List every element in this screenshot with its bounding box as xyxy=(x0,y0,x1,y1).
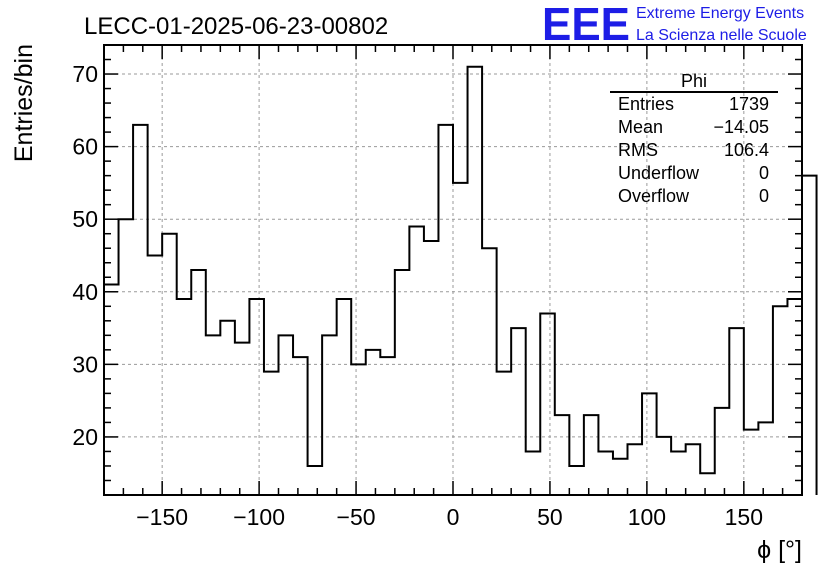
histogram-outline xyxy=(103,65,818,495)
histogram-bin xyxy=(293,357,308,495)
histogram-bin xyxy=(453,183,468,495)
stats-row: Underflow 0 xyxy=(618,163,769,183)
histogram-bin xyxy=(773,306,788,495)
histogram-bin xyxy=(758,422,773,495)
histogram-bins xyxy=(103,65,818,495)
y-tick-label: 70 xyxy=(72,61,98,87)
x-tick-label: 0 xyxy=(447,504,460,530)
stats-row: Entries 1739 xyxy=(618,94,769,114)
x-tick-label: 100 xyxy=(628,504,666,530)
eee-logo-mark: EEE xyxy=(542,0,630,50)
histogram-bin xyxy=(308,466,323,495)
histogram-bin xyxy=(700,473,715,495)
x-tick-label: 150 xyxy=(725,504,763,530)
logo-line-2: La Scienza nelle Scuole xyxy=(636,27,807,44)
histogram-bin xyxy=(526,451,541,495)
eee-logo: EEE Extreme Energy Events La Scienza nel… xyxy=(542,0,807,50)
histogram-bin xyxy=(657,437,672,495)
stats-row: Overflow 0 xyxy=(618,186,769,206)
stats-label-entries: Entries xyxy=(618,94,674,114)
histogram-bin xyxy=(540,314,555,495)
y-tick-labels: 20 30 40 50 60 70 xyxy=(72,61,98,450)
x-tick-label: −150 xyxy=(136,504,188,530)
histogram-bin xyxy=(119,219,134,495)
y-tick-label: 40 xyxy=(72,279,98,305)
stats-label-mean: Mean xyxy=(618,117,663,137)
y-tick-label: 20 xyxy=(72,424,98,450)
histogram-bin xyxy=(395,270,410,495)
histogram-bin xyxy=(337,299,352,495)
histogram-bin xyxy=(642,393,657,495)
stats-label-underflow: Underflow xyxy=(618,163,700,183)
histogram-bin xyxy=(511,328,526,495)
axis-ticks xyxy=(104,44,802,495)
y-tick-label: 60 xyxy=(72,134,98,160)
x-tick-label: 50 xyxy=(537,504,563,530)
stats-label-overflow: Overflow xyxy=(618,186,690,206)
stats-value-underflow: 0 xyxy=(759,163,769,183)
stats-box: Phi Entries 1739 Mean −14.05 RMS 106.4 U… xyxy=(610,71,778,206)
histogram-bin xyxy=(104,285,119,495)
histogram-bin xyxy=(264,372,279,495)
x-axis-title: ϕ [°] xyxy=(757,536,802,564)
histogram-bin xyxy=(220,321,235,495)
histogram-bin xyxy=(555,415,570,495)
chart-title: LECC-01-2025-06-23-00802 xyxy=(84,13,388,40)
histogram-bin xyxy=(482,248,497,495)
histogram-bin xyxy=(438,125,453,495)
stats-value-overflow: 0 xyxy=(759,186,769,206)
stats-value-rms: 106.4 xyxy=(724,140,769,160)
histogram-bin xyxy=(686,444,701,495)
x-tick-label: −50 xyxy=(337,504,376,530)
histogram-bin xyxy=(366,350,381,495)
histogram-bin xyxy=(802,176,817,495)
histogram-bin xyxy=(468,67,483,495)
histogram-bin xyxy=(715,408,730,495)
histogram-bin xyxy=(671,451,686,495)
histogram-bin xyxy=(162,234,177,495)
histogram-bin xyxy=(133,125,148,495)
stats-value-mean: −14.05 xyxy=(713,117,769,137)
histogram-bin xyxy=(148,255,163,495)
histogram-bin xyxy=(613,459,628,495)
histogram-bin xyxy=(351,364,366,495)
histogram-bin xyxy=(628,444,643,495)
y-axis-title: Entries/bin xyxy=(10,44,38,162)
histogram-bin xyxy=(598,451,613,495)
histogram-bin xyxy=(279,335,294,495)
histogram-bin xyxy=(569,466,584,495)
stats-title: Phi xyxy=(681,71,707,91)
x-tick-labels: −150 −100 −50 0 50 100 150 xyxy=(136,504,763,530)
histogram-bin xyxy=(206,335,221,495)
histogram-bin xyxy=(235,343,250,495)
logo-line-1: Extreme Energy Events xyxy=(636,5,804,22)
histogram-bin xyxy=(177,299,192,495)
stats-row: Mean −14.05 xyxy=(618,117,769,137)
histogram-bin xyxy=(744,430,759,495)
histogram-bin xyxy=(584,415,599,495)
histogram-bin xyxy=(191,270,206,495)
histogram-bin xyxy=(409,226,424,495)
stats-value-entries: 1739 xyxy=(729,94,769,114)
histogram-bin xyxy=(322,335,337,495)
histogram-bin xyxy=(380,357,395,495)
stats-row: RMS 106.4 xyxy=(618,140,769,160)
x-tick-label: −100 xyxy=(233,504,285,530)
y-tick-label: 30 xyxy=(72,351,98,377)
y-tick-label: 50 xyxy=(72,206,98,232)
histogram-bin xyxy=(497,372,512,495)
histogram-bin xyxy=(424,241,439,495)
histogram-bin xyxy=(729,328,744,495)
histogram-bin xyxy=(249,299,264,495)
stats-label-rms: RMS xyxy=(618,140,658,160)
